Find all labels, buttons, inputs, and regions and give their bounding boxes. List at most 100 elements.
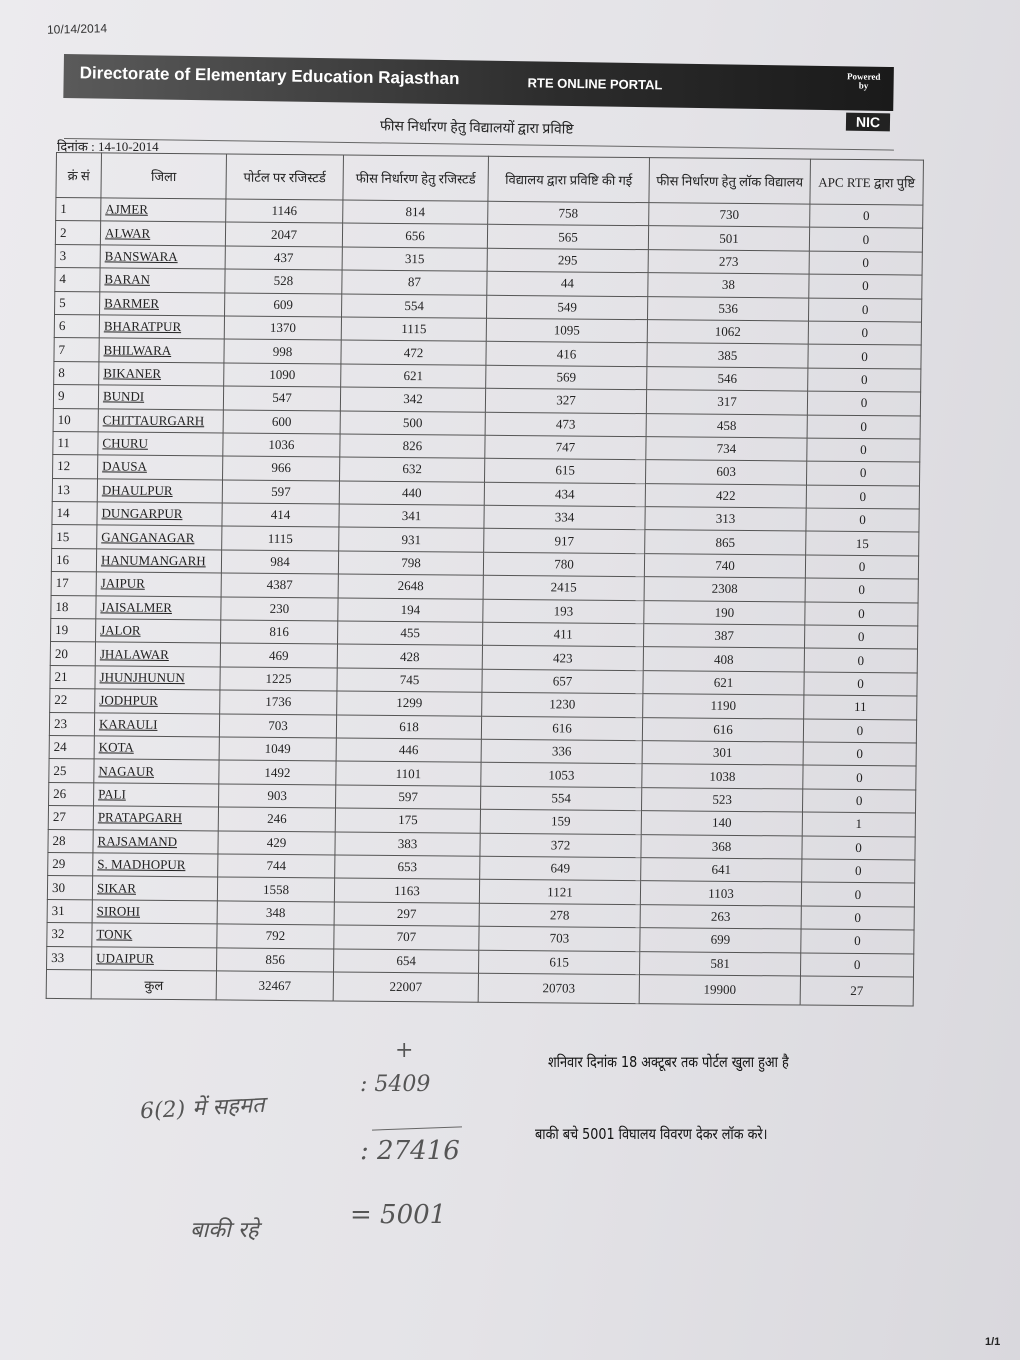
cell-district[interactable]: DUNGARPUR bbox=[96, 501, 223, 527]
cell-portal-registered: 1090 bbox=[223, 362, 341, 388]
cell-school-entries: 917 bbox=[483, 528, 645, 554]
cell-district[interactable]: DHAULPUR bbox=[97, 478, 223, 504]
powered-by-label: Powered by bbox=[846, 71, 881, 91]
cell-apc-confirmed: 0 bbox=[805, 508, 920, 533]
cell-portal-registered: 998 bbox=[223, 339, 342, 364]
cell-district[interactable]: KARAULI bbox=[94, 712, 220, 737]
cell-district[interactable]: JALOR bbox=[95, 618, 221, 644]
cell-district[interactable]: GANGANAGAR bbox=[96, 525, 222, 550]
cell-school-entries: 20703 bbox=[478, 973, 640, 1004]
cell-portal-registered: 528 bbox=[224, 269, 343, 294]
cell-district[interactable]: JAISALMER bbox=[95, 595, 222, 620]
cell-district[interactable]: BARAN bbox=[99, 268, 226, 293]
cell-district[interactable]: NAGAUR bbox=[93, 759, 220, 784]
cell-apc-confirmed: 11 bbox=[803, 695, 917, 720]
cell-district[interactable]: JHUNJHUNUN bbox=[94, 665, 221, 691]
cell-serial: 10 bbox=[53, 408, 99, 432]
cell-fee-registered: 440 bbox=[339, 480, 485, 506]
cell-serial: 11 bbox=[52, 431, 99, 456]
cell-district[interactable]: CHITTAURGARH bbox=[98, 408, 224, 433]
cell-school-entries: 44 bbox=[486, 271, 649, 297]
cell-district[interactable]: CHURU bbox=[97, 431, 224, 457]
cell-district[interactable]: JAIPUR bbox=[96, 572, 222, 597]
cell-locked-schools: 546 bbox=[646, 366, 808, 392]
cell-portal-registered: 1736 bbox=[219, 690, 337, 715]
cell-apc-confirmed: 0 bbox=[807, 367, 921, 393]
cell-school-entries: 703 bbox=[478, 926, 641, 952]
cell-fee-registered: 472 bbox=[340, 340, 487, 365]
cell-serial: 4 bbox=[54, 267, 101, 292]
cell-apc-confirmed: 0 bbox=[808, 274, 923, 299]
cell-district[interactable]: BIKANER bbox=[98, 361, 224, 387]
cell-portal-registered: 609 bbox=[224, 292, 342, 317]
cell-district[interactable]: BANSWARA bbox=[100, 244, 226, 270]
cell-district[interactable]: BARMER bbox=[99, 291, 225, 316]
cell-school-entries: 2415 bbox=[483, 575, 645, 601]
district-table: क्रं सं जिला पोर्टल पर रजिस्टर्ड फीस निर… bbox=[46, 152, 924, 1006]
cell-district: कुल bbox=[91, 969, 217, 1000]
cell-district[interactable]: ALWAR bbox=[100, 221, 226, 246]
cell-district[interactable]: SIROHI bbox=[92, 899, 218, 925]
cell-locked-schools: 740 bbox=[644, 553, 806, 579]
cell-locked-schools: 317 bbox=[646, 389, 808, 415]
cell-portal-registered: 744 bbox=[217, 853, 335, 879]
cell-district[interactable]: DAUSA bbox=[97, 455, 223, 480]
cell-district[interactable]: TONK bbox=[91, 922, 218, 948]
cell-portal-registered: 547 bbox=[223, 386, 341, 411]
cell-portal-registered: 32467 bbox=[216, 970, 334, 1001]
cell-apc-confirmed: 0 bbox=[803, 671, 918, 697]
cell-district[interactable]: UDAIPUR bbox=[91, 946, 217, 971]
cell-district[interactable]: KOTA bbox=[94, 735, 220, 761]
cell-serial: 25 bbox=[48, 758, 95, 783]
cell-locked-schools: 301 bbox=[642, 740, 804, 766]
cell-portal-registered: 414 bbox=[221, 503, 340, 528]
cell-serial: 17 bbox=[51, 571, 97, 596]
cell-district[interactable]: BHILWARA bbox=[98, 338, 225, 363]
cell-locked-schools: 734 bbox=[645, 436, 808, 462]
cell-apc-confirmed: 0 bbox=[804, 601, 919, 627]
cell-district[interactable]: PALI bbox=[93, 782, 219, 808]
cell-locked-schools: 385 bbox=[646, 343, 809, 368]
cell-fee-registered: 175 bbox=[335, 808, 481, 833]
total-row: कुल 32467 22007 20703 19900 27 bbox=[46, 969, 914, 1006]
cell-locked-schools: 616 bbox=[642, 717, 804, 743]
cell-apc-confirmed: 1 bbox=[802, 812, 916, 837]
handwritten-label-agreed: 6(2) में सहमत bbox=[139, 1092, 266, 1125]
cell-serial: 20 bbox=[50, 641, 96, 666]
cell-district[interactable]: PRATAPGARH bbox=[93, 806, 219, 831]
cell-school-entries: 657 bbox=[481, 669, 644, 694]
cell-fee-registered: 341 bbox=[338, 504, 485, 529]
note-remaining-lock: बाकी बचे 5001 विघालय विवरण देकर लॉक करे। bbox=[535, 1125, 768, 1143]
table-header-row: क्रं सं जिला पोर्टल पर रजिस्टर्ड फीस निर… bbox=[55, 152, 924, 206]
cell-serial: 15 bbox=[51, 524, 97, 549]
cell-district[interactable]: HANUMANGARH bbox=[96, 548, 222, 574]
cell-locked-schools: 368 bbox=[640, 834, 803, 859]
cell-apc-confirmed: 0 bbox=[809, 204, 923, 229]
cell-school-entries: 1053 bbox=[480, 762, 643, 788]
cell-district[interactable]: AJMER bbox=[100, 197, 226, 223]
cell-fee-registered: 554 bbox=[341, 293, 487, 319]
cell-district[interactable]: BUNDI bbox=[98, 385, 224, 410]
cell-apc-confirmed: 0 bbox=[806, 437, 921, 463]
header-serial: क्रं सं bbox=[55, 152, 102, 198]
cell-locked-schools: 699 bbox=[639, 927, 802, 953]
cell-district[interactable]: JHALAWAR bbox=[95, 642, 221, 667]
cell-district[interactable]: RAJSAMAND bbox=[92, 829, 219, 854]
cell-district[interactable]: BHARATPUR bbox=[99, 314, 225, 340]
cell-locked-schools: 603 bbox=[645, 459, 807, 485]
cell-apc-confirmed: 0 bbox=[802, 765, 917, 790]
cell-fee-registered: 707 bbox=[333, 925, 480, 950]
cell-locked-schools: 2308 bbox=[644, 576, 806, 602]
cell-district[interactable]: SIKAR bbox=[92, 876, 218, 901]
cell-district[interactable]: JODHPUR bbox=[94, 689, 220, 714]
cell-school-entries: 372 bbox=[479, 832, 642, 858]
cell-school-entries: 327 bbox=[485, 388, 647, 414]
cell-fee-registered: 814 bbox=[342, 200, 488, 225]
cell-locked-schools: 458 bbox=[646, 413, 808, 438]
cell-fee-registered: 1115 bbox=[341, 316, 487, 342]
cell-serial: 14 bbox=[51, 501, 98, 526]
cell-serial: 30 bbox=[47, 875, 93, 900]
cell-locked-schools: 273 bbox=[648, 249, 810, 275]
cell-fee-registered: 621 bbox=[340, 363, 486, 389]
cell-district[interactable]: S. MADHOPUR bbox=[92, 852, 218, 878]
